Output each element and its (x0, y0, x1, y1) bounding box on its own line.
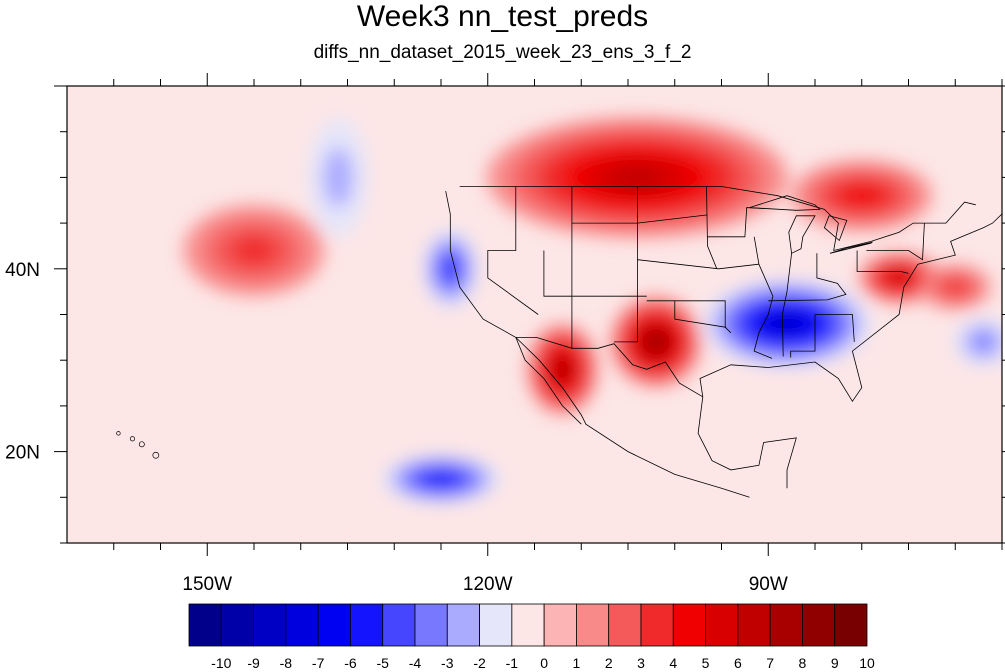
state-boundary (571, 214, 708, 224)
map-field (67, 86, 1002, 543)
state-boundary (646, 300, 732, 334)
anomaly-contour-southern-plains (650, 336, 662, 348)
anomaly-contour-pacific-northwest-ocean (230, 235, 278, 266)
anomaly-contour-atlantic-off-florida (973, 333, 994, 351)
state-boundary (707, 207, 764, 238)
colorbar-label: -1 (506, 655, 519, 671)
gulf-of-california-coastline (515, 337, 582, 425)
colorbar-label: -8 (280, 655, 293, 671)
colorbar-box (220, 603, 254, 647)
us-mexico-border (515, 337, 704, 398)
colorbar-label: -10 (211, 655, 231, 671)
anomaly-blobs (184, 117, 1002, 505)
x-tick-label: 120W (463, 574, 513, 595)
colorbar-box (382, 603, 416, 647)
mexico-gulf-coastline (697, 396, 797, 489)
state-boundary (674, 300, 727, 328)
anomaly-contour-southeast-us (776, 318, 798, 330)
anomaly-contour-gulf-of-alaska (323, 147, 354, 208)
colorbar-box (188, 603, 222, 647)
chart-subtitle: diffs_nn_dataset_2015_week_23_ens_3_f_2 (313, 42, 692, 63)
colorbar-label: 0 (540, 655, 548, 671)
colorbar-label: 9 (831, 655, 839, 671)
colorbar-label: -4 (409, 655, 422, 671)
anomaly-contour-subtropical-pacific (431, 474, 451, 484)
colorbar-label: -7 (312, 655, 325, 671)
island-outline (129, 436, 136, 442)
colorbar-label: 6 (734, 655, 742, 671)
colorbar-box (834, 603, 868, 647)
anomaly-contour-northern-plains-canada (612, 167, 663, 188)
colorbar-label: 1 (573, 655, 581, 671)
anomaly-contour-california-coast (444, 260, 456, 277)
colorbar-label: -6 (344, 655, 357, 671)
great-lake-outline (823, 215, 848, 242)
colorbar-label: 4 (669, 655, 677, 671)
state-boundary (614, 186, 638, 343)
anomaly-contour-eastern-canada (844, 186, 880, 205)
colorbar-box (414, 603, 448, 647)
axis-ticks: 150W 120W 90W 20N 40N (5, 73, 1005, 595)
colorbar-box (802, 603, 836, 647)
colorbar-box (350, 603, 384, 647)
state-boundary (543, 250, 647, 297)
state-boundary (856, 250, 909, 274)
colorbar-box (769, 603, 803, 647)
state-boundary (790, 314, 816, 358)
colorbar-label: -2 (473, 655, 486, 671)
colorbar-label: 7 (766, 655, 774, 671)
great-lake-outline (788, 215, 816, 254)
colorbar-box (576, 603, 610, 647)
great-lake-outline (829, 241, 874, 254)
state-boundary (768, 253, 847, 302)
colorbar-label: -9 (247, 655, 260, 671)
colorbar-box (640, 603, 674, 647)
island-outline (116, 431, 121, 436)
colorbar: -10 -9 -8 -7 -6 -5 -4 -3 -2 -1 0 1 2 3 4 5 6 7 8 9 10 (188, 603, 875, 671)
colorbar-box (479, 603, 513, 647)
colorbar-label: -5 (376, 655, 389, 671)
colorbar-box (446, 603, 480, 647)
y-tick-label: 40N (5, 260, 40, 281)
colorbar-label: 2 (605, 655, 613, 671)
state-boundary (815, 314, 855, 342)
colorbar-label: 5 (702, 655, 710, 671)
state-boundary (781, 253, 792, 357)
coastline-outlines (116, 186, 1002, 498)
gulf-atlantic-coastline (699, 213, 1002, 403)
state-boundary (866, 223, 925, 261)
anomaly-contour-southwest-mexico (557, 362, 568, 376)
state-boundary (753, 236, 774, 359)
colorbar-box (608, 603, 642, 647)
pacific-coastline (445, 191, 750, 498)
colorbar-label: 10 (859, 655, 875, 671)
chart-title: Week3 nn_test_preds (356, 0, 649, 33)
colorbar-box (543, 603, 577, 647)
great-lake-outline (749, 195, 821, 211)
state-boundary (487, 186, 539, 315)
colorbar-box (253, 603, 287, 647)
us-canada-border (459, 186, 976, 252)
colorbar-box (737, 603, 771, 647)
anomaly-contour-mid-atlantic (892, 273, 906, 283)
y-tick-label: 20N (5, 443, 40, 464)
colorbar-box (705, 603, 739, 647)
colorbar-box (672, 603, 706, 647)
colorbar-label: 8 (799, 655, 807, 671)
state-boundary (637, 259, 759, 270)
colorbar-label: -3 (441, 655, 454, 671)
island-outline (152, 451, 160, 459)
colorbar-box (511, 603, 545, 647)
state-boundary (706, 186, 718, 269)
anomaly-contour-north-atlantic (943, 279, 967, 295)
colorbar-box (285, 603, 319, 647)
colorbar-label: 3 (637, 655, 645, 671)
colorbar-box (317, 603, 351, 647)
island-outline (138, 441, 145, 448)
x-tick-label: 90W (749, 574, 788, 595)
x-tick-label: 150W (182, 574, 232, 595)
